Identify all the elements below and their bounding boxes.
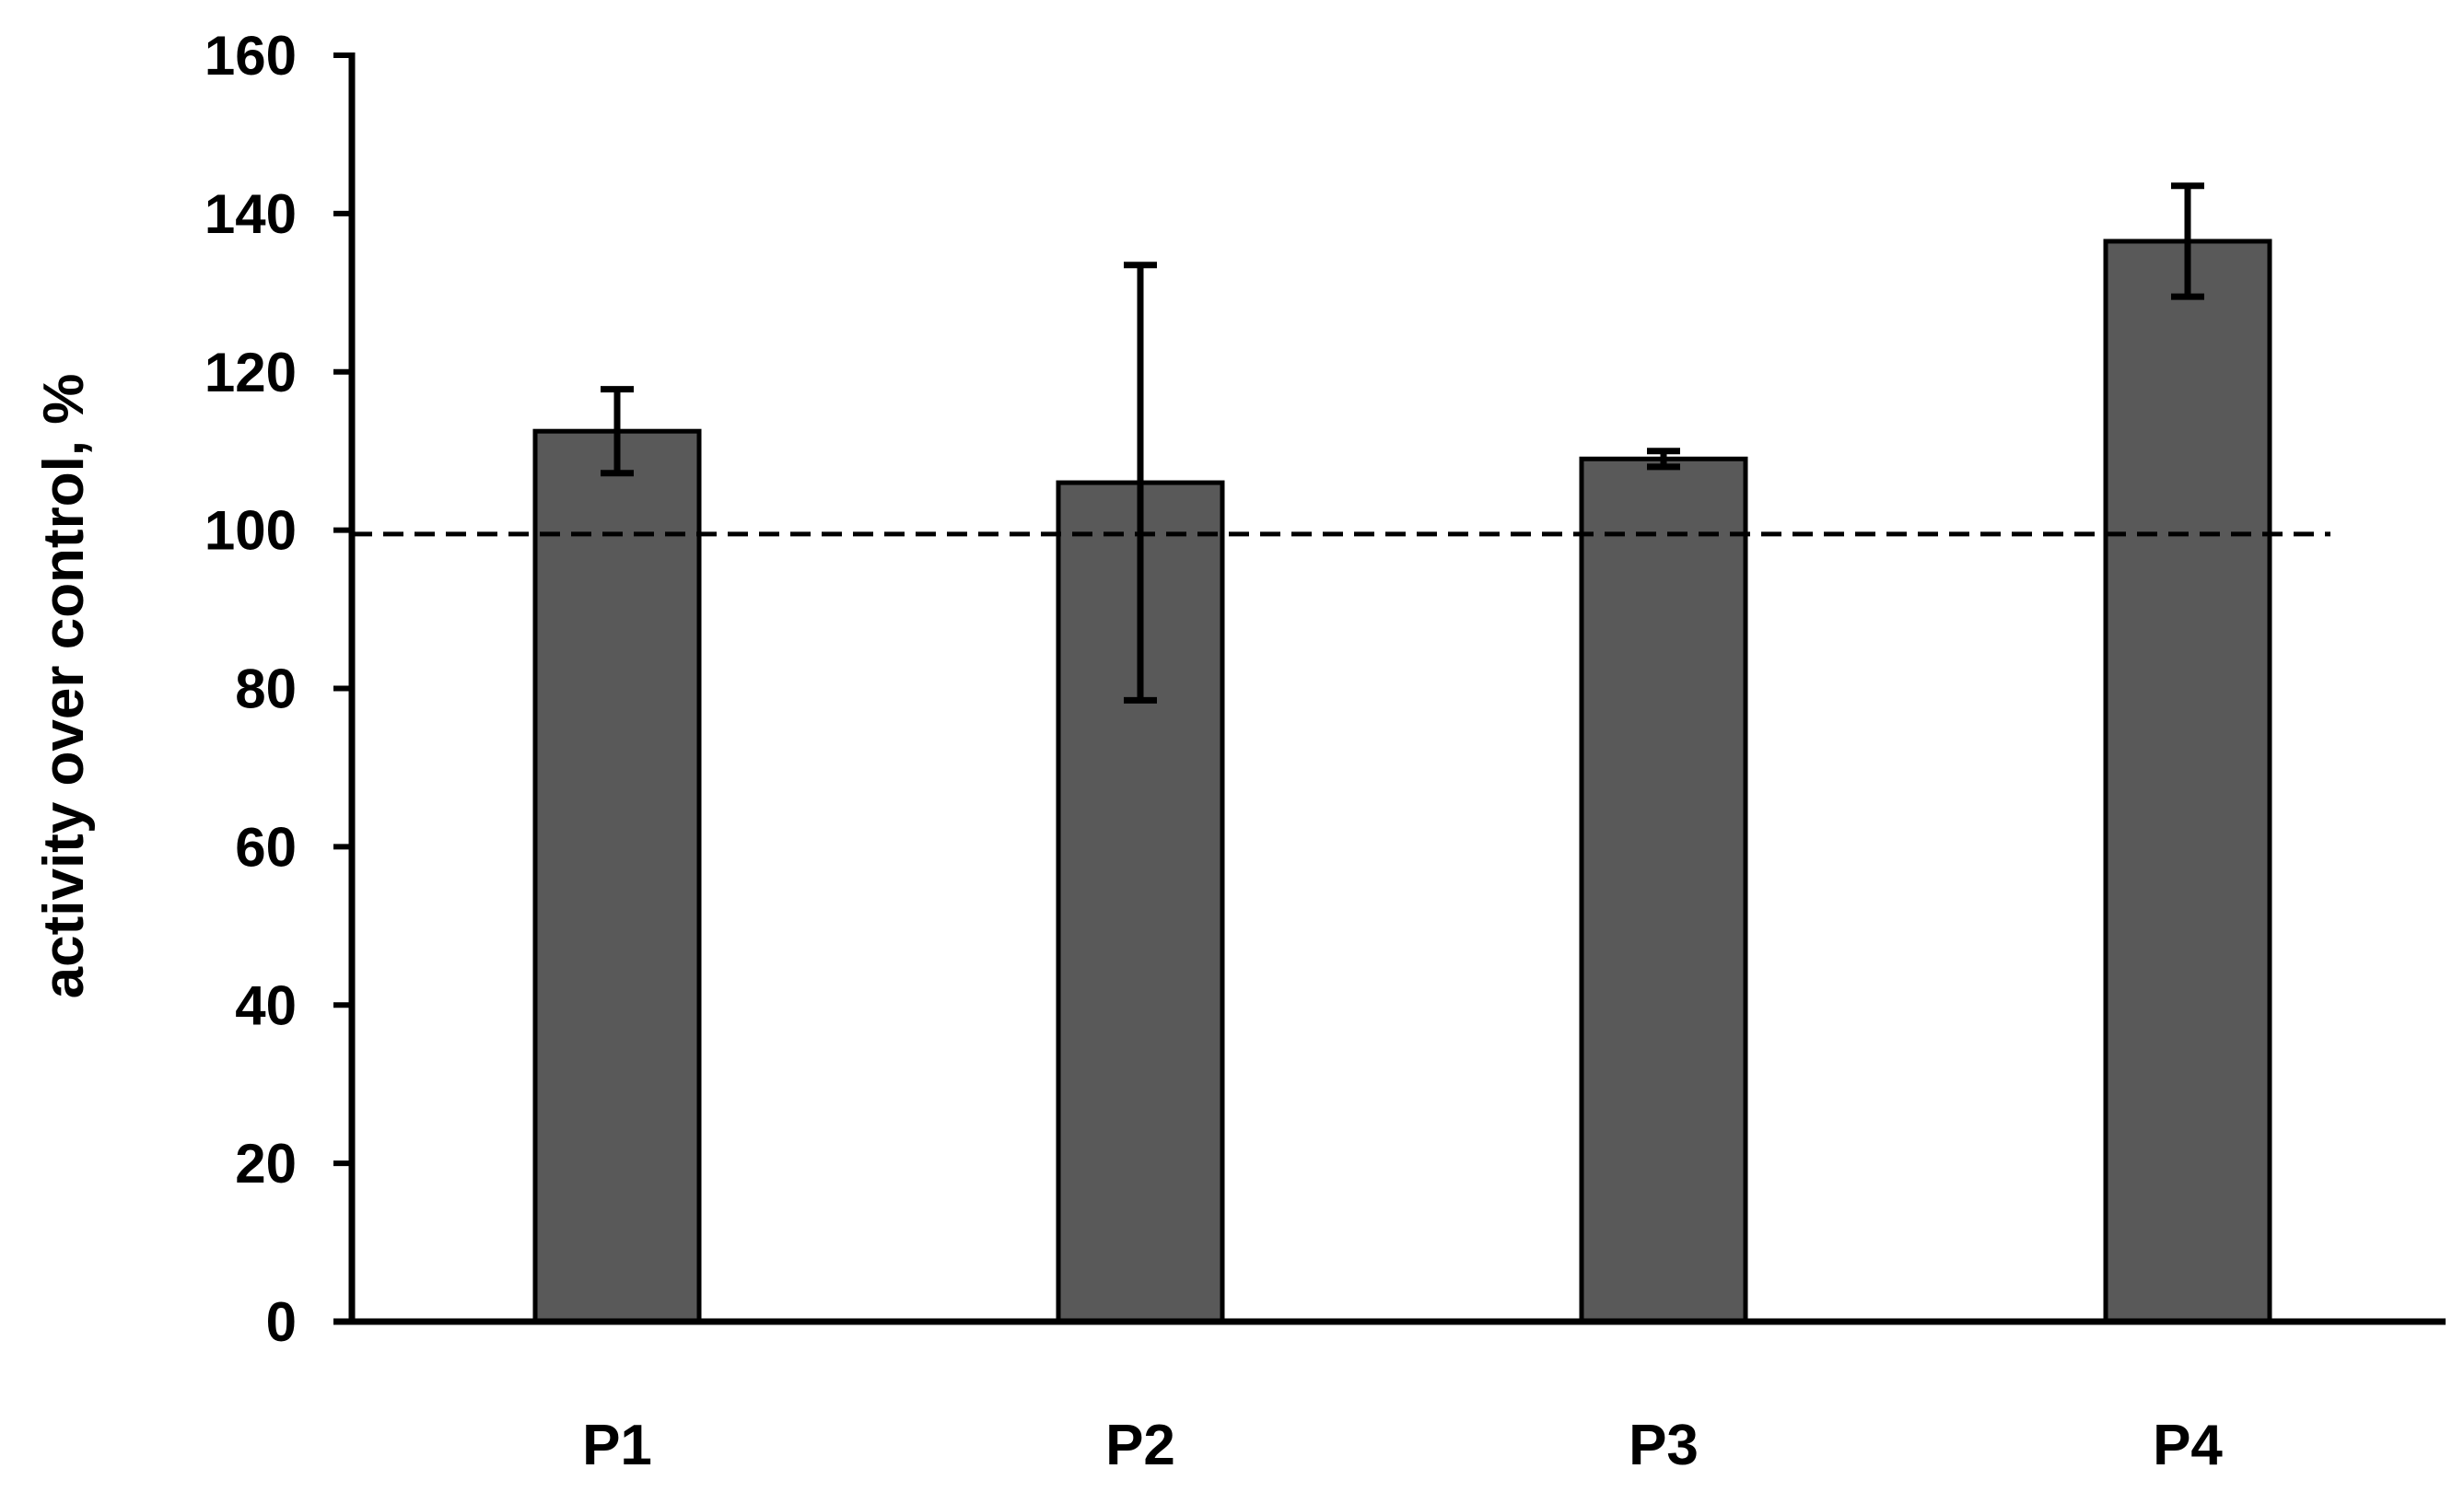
y-tick-label: 40 (235, 974, 297, 1036)
x-tick-label-p2: P2 (1105, 1414, 1175, 1477)
y-tick-label: 0 (266, 1291, 297, 1353)
error-bar-p4 (2171, 182, 2204, 300)
error-bar-p3 (1647, 448, 1680, 471)
error-bar-p1 (601, 386, 634, 477)
y-axis-label: activity over control, % (32, 374, 96, 999)
x-tick-label-p3: P3 (1629, 1414, 1699, 1477)
axes-layer (333, 52, 2446, 1325)
bar-p1 (532, 428, 702, 1324)
labels-layer: P1 P2 P3 P4 0 20 40 60 80 100 120 140 160 (204, 25, 2224, 1477)
x-tick-label-p1: P1 (582, 1414, 652, 1477)
y-tick-label: 20 (235, 1133, 297, 1195)
y-tick-label: 140 (204, 183, 297, 245)
y-tick-label: 80 (235, 659, 297, 720)
error-bars-layer (601, 182, 2204, 704)
y-tick-label: 100 (204, 500, 297, 562)
x-tick-label-p4: P4 (2153, 1414, 2223, 1477)
y-tick-label: 160 (204, 25, 297, 87)
y-tick-label: 60 (235, 816, 297, 878)
y-tick-label: 120 (204, 342, 297, 403)
error-bar-p2 (1124, 262, 1157, 704)
bars-layer (532, 239, 2272, 1324)
bar-p4 (2103, 239, 2272, 1324)
bar-p3 (1579, 456, 1748, 1324)
